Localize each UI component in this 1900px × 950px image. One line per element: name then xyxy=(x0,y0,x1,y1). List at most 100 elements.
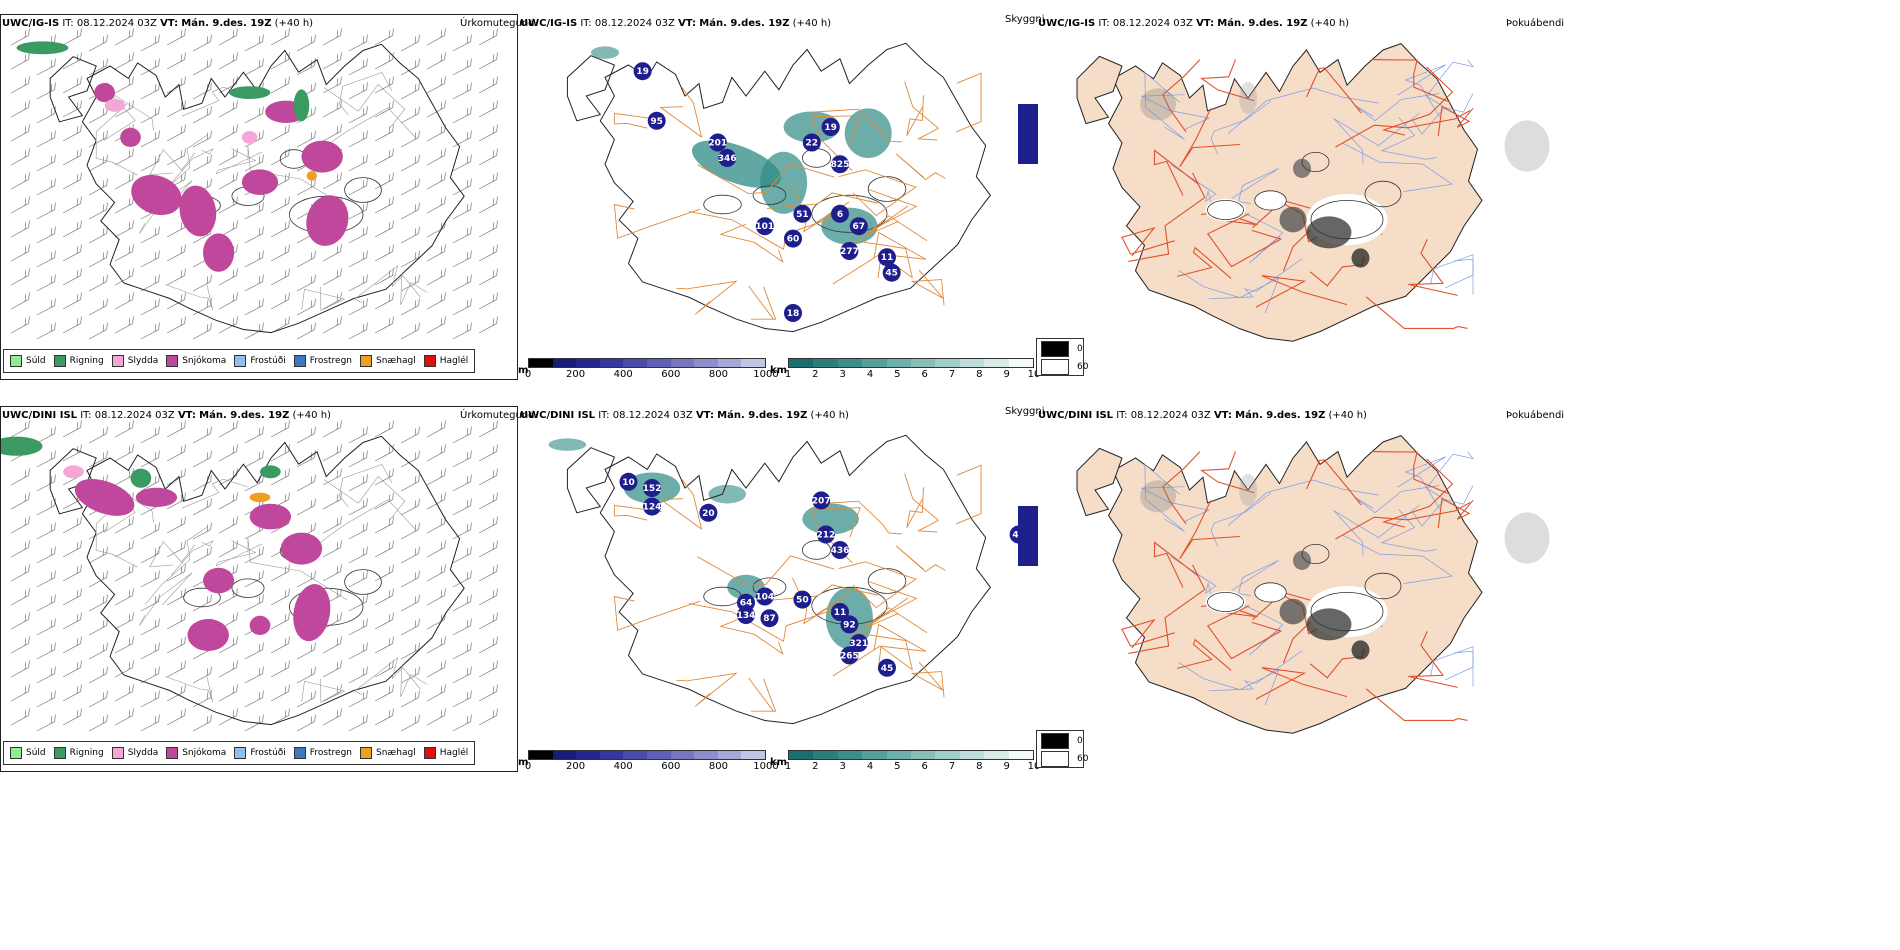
wind-barb xyxy=(36,546,56,564)
wind-barb-shaft xyxy=(400,601,419,612)
road-line xyxy=(1162,59,1201,133)
wind-barb-flag xyxy=(466,452,469,460)
wind-barb-shaft xyxy=(166,619,185,630)
wind-barb-flag xyxy=(440,270,443,278)
wind-barb-shaft xyxy=(36,305,55,316)
wind-barb-flag xyxy=(366,426,368,434)
wind-barb-flag xyxy=(440,150,443,158)
wind-barb-flag xyxy=(466,692,469,700)
wind-barb-flag xyxy=(180,422,183,430)
wind-barb-shaft xyxy=(374,323,393,334)
road-line xyxy=(838,561,917,609)
wind-barb-flag xyxy=(232,318,235,326)
road-line xyxy=(895,545,946,573)
wind-barb-shaft xyxy=(374,451,393,462)
wind-barb-flag xyxy=(258,132,261,140)
iceland-land xyxy=(1107,435,1483,734)
wind-barb-flag xyxy=(232,494,235,502)
wind-barb-flag xyxy=(184,100,186,108)
wind-barb xyxy=(400,322,420,340)
wind-barb-shaft xyxy=(218,715,237,726)
wind-barb-shaft xyxy=(218,155,237,166)
wind-barb-shaft xyxy=(88,433,107,444)
wind-barb xyxy=(374,268,394,286)
wind-barb-shaft xyxy=(270,155,289,166)
road-line xyxy=(613,112,662,129)
wind-barb-flag xyxy=(414,132,417,140)
wind-barb-shaft xyxy=(374,499,393,510)
wind-barb xyxy=(36,322,56,340)
wind-barb xyxy=(36,714,56,732)
wind-barb xyxy=(114,708,134,726)
wind-barb-flag xyxy=(184,684,186,692)
wind-barb-flag xyxy=(262,690,264,698)
visibility-value: 45 xyxy=(881,664,894,674)
wind-barb-flag xyxy=(444,52,446,60)
wind-barb xyxy=(166,244,186,262)
precip-area xyxy=(135,487,178,507)
wind-barb-flag xyxy=(470,226,472,234)
precip-legend-label: Snjókoma xyxy=(182,356,227,366)
fog-legend-label: 0 xyxy=(1077,344,1083,354)
wind-barb-flag xyxy=(288,684,290,692)
visibility-value: 67 xyxy=(853,222,866,232)
wind-barb-shaft xyxy=(374,251,393,262)
wind-barb-flag xyxy=(414,452,417,460)
wind-barb-flag xyxy=(128,54,131,62)
precip-legend-item: Snjókoma xyxy=(166,355,226,367)
wind-barb-shaft xyxy=(400,625,419,636)
wind-barb-flag xyxy=(362,572,365,580)
wind-barb-flag xyxy=(288,196,290,204)
wind-barb-flag xyxy=(336,494,339,502)
wind-barb-shaft xyxy=(296,185,315,196)
wind-barb xyxy=(62,28,82,46)
glacier-outline xyxy=(867,568,907,594)
precip-legend-swatch xyxy=(10,355,22,367)
wind-barb-shaft xyxy=(62,523,81,534)
wind-barb-flag xyxy=(206,452,209,460)
wind-barb-flag xyxy=(154,300,157,308)
road-line xyxy=(838,169,917,217)
wind-barb-flag xyxy=(50,620,53,628)
km-colorbar-bottom: 1 2 3 4 5 6 7 8 9 10 xyxy=(785,750,1040,774)
wind-barb-flag xyxy=(24,270,27,278)
wind-barb xyxy=(244,570,264,588)
wind-barb-flag xyxy=(24,494,27,502)
wind-barb-flag xyxy=(284,614,287,622)
wind-barb xyxy=(244,250,264,268)
wind-barb-flag xyxy=(102,276,105,284)
colorbar-segment xyxy=(694,359,718,367)
fog-map-bottom xyxy=(1076,435,1550,734)
wind-barb-shaft xyxy=(296,481,315,492)
wind-barb-flag xyxy=(388,662,391,670)
wind-barb-flag xyxy=(414,668,417,676)
wind-barb-shaft xyxy=(270,643,289,654)
river-line xyxy=(1412,485,1474,527)
wind-barb xyxy=(400,522,420,540)
wind-barb-flag xyxy=(258,276,261,284)
wind-barb-shaft xyxy=(88,161,107,172)
wind-barb xyxy=(374,420,394,438)
colorbar-tick-label: 400 xyxy=(613,761,633,772)
wind-barb-shaft xyxy=(140,649,159,660)
fog-legend-label: 60 xyxy=(1077,754,1089,764)
wind-barb-shaft xyxy=(478,179,497,190)
wind-barb-shaft xyxy=(244,233,263,244)
wind-barb-shaft xyxy=(244,281,263,292)
road-line xyxy=(813,500,902,535)
precip-legend-label: Súld xyxy=(26,748,46,758)
wind-barb-shaft xyxy=(36,577,55,588)
wind-barb-flag xyxy=(414,228,417,236)
wind-barb xyxy=(10,612,30,630)
wind-barb-shaft xyxy=(478,131,497,142)
colorbar-tick-label: 10 xyxy=(1027,369,1041,380)
wind-barb-shaft xyxy=(218,203,237,214)
precip-area xyxy=(203,567,235,594)
wind-barb-flag xyxy=(466,276,469,284)
wind-barb-shaft xyxy=(166,227,185,238)
wind-barb-flag xyxy=(258,228,261,236)
wind-barb-flag xyxy=(288,588,290,596)
wind-barb-flag xyxy=(50,452,53,460)
wind-barb-flag xyxy=(132,516,134,524)
visibility-point xyxy=(849,217,868,236)
